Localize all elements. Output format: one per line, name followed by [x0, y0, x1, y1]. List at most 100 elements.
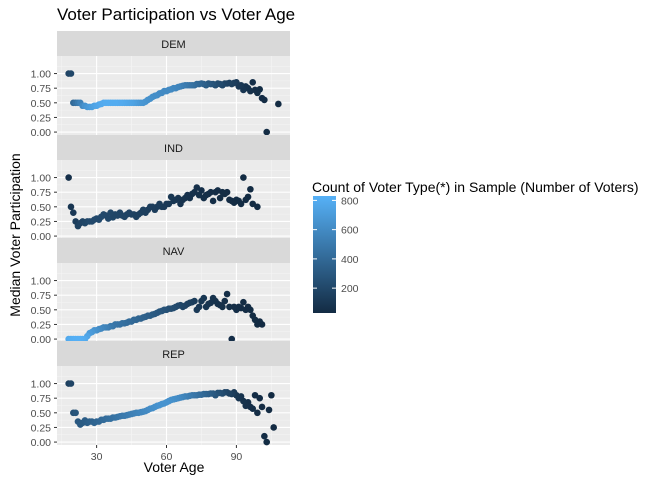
- data-point: [165, 86, 173, 94]
- data-point: [193, 306, 201, 314]
- data-point: [146, 203, 154, 211]
- data-point: [249, 200, 257, 208]
- facet-strip-label: NAV: [163, 246, 185, 258]
- data-point: [226, 196, 233, 204]
- data-point: [240, 174, 247, 181]
- data-point: [270, 424, 277, 431]
- data-point: [167, 193, 175, 201]
- x-tick-label: 30: [91, 451, 103, 463]
- x-axis-title: Voter Age: [144, 459, 205, 475]
- data-point: [258, 94, 266, 102]
- facet-panel-rep: REP 0.00 0.25 0.50 0.75 1.00: [31, 341, 290, 449]
- data-point: [249, 79, 257, 86]
- data-point: [251, 391, 259, 399]
- y-tick-label: 0.25: [31, 422, 52, 434]
- facet-panel-nav: NAV 0.00 0.25 0.50 0.75 1.00: [31, 238, 290, 346]
- y-tick-label: 0.75: [31, 187, 52, 199]
- data-point: [67, 380, 75, 387]
- facet-strip: [57, 31, 290, 56]
- y-tick-label: 0.75: [31, 290, 52, 302]
- y-axis-title: Median Voter Participation: [7, 153, 23, 316]
- legend-colorbar: [313, 196, 336, 313]
- y-tick-label: 0.00: [31, 334, 52, 346]
- data-point: [228, 335, 236, 343]
- y-tick-label: 0.25: [31, 112, 52, 124]
- legend-tick-label: 400: [341, 254, 359, 266]
- chart-title: Voter Participation vs Voter Age: [57, 5, 295, 24]
- legend-title: Count of Voter Type(*) in Sample (Number…: [312, 179, 639, 195]
- data-point: [237, 200, 245, 208]
- x-tick-label: 90: [231, 451, 243, 463]
- facet-panels: DEM 0.00 0.25 0.50 0.75 1.00 IND 0.00 0.25 0.50 0.…: [31, 31, 290, 449]
- facet-strip: [57, 341, 290, 366]
- data-point: [265, 406, 273, 414]
- facet-strip-label: REP: [162, 349, 185, 361]
- y-tick-label: 1.00: [31, 69, 52, 81]
- data-point: [97, 213, 105, 221]
- y-tick-label: 0.50: [31, 305, 52, 317]
- y-tick-label: 0.50: [31, 408, 52, 420]
- y-tick-label: 0.75: [31, 393, 52, 405]
- y-tick-label: 0.00: [31, 127, 52, 139]
- data-point: [74, 335, 82, 343]
- y-tick-label: 0.75: [31, 83, 52, 95]
- data-point: [202, 303, 210, 311]
- data-point: [216, 194, 224, 202]
- data-point: [153, 203, 161, 211]
- legend-tick-label: 200: [341, 283, 359, 295]
- y-tick-label: 0.25: [31, 319, 52, 331]
- data-point: [254, 409, 261, 417]
- y-tick-label: 1.00: [31, 276, 52, 288]
- data-point: [72, 409, 79, 417]
- data-point: [70, 209, 77, 216]
- legend-tick-label: 800: [341, 195, 359, 207]
- data-point: [226, 303, 233, 311]
- y-tick-label: 1.00: [31, 173, 52, 185]
- data-point: [263, 438, 271, 446]
- data-point: [230, 303, 238, 311]
- data-point: [275, 100, 282, 108]
- data-point: [163, 398, 170, 406]
- data-point: [125, 209, 133, 216]
- color-legend: Count of Voter Type(*) in Sample (Number…: [312, 179, 639, 313]
- facet-strip-label: IND: [164, 143, 183, 155]
- data-point: [116, 99, 124, 107]
- facet-panel-ind: IND 0.00 0.25 0.50 0.75 1.00: [31, 135, 290, 243]
- x-axis: 30 60 90: [91, 445, 243, 463]
- y-tick-label: 0.00: [31, 437, 52, 449]
- x-tick-label: 60: [161, 451, 173, 463]
- data-point: [242, 196, 250, 204]
- data-point: [223, 290, 231, 298]
- y-tick-label: 1.00: [31, 379, 52, 391]
- data-point: [263, 128, 271, 136]
- data-point: [118, 212, 126, 219]
- data-point: [258, 403, 266, 411]
- data-point: [104, 215, 112, 222]
- data-point: [177, 200, 184, 208]
- data-point: [65, 174, 72, 181]
- data-point: [198, 297, 205, 305]
- data-point: [139, 206, 147, 214]
- y-tick-label: 0.50: [31, 98, 52, 110]
- legend-tick-label: 600: [341, 225, 359, 237]
- facet-strip: [57, 238, 290, 263]
- facet-panel-dem: DEM 0.00 0.25 0.50 0.75 1.00: [31, 31, 290, 139]
- data-point: [67, 203, 75, 211]
- data-point: [247, 185, 254, 193]
- data-point: [221, 297, 229, 305]
- data-point: [111, 99, 119, 107]
- data-point: [268, 391, 275, 399]
- data-point: [240, 298, 247, 306]
- facet-strip: [57, 135, 290, 160]
- data-point: [249, 312, 257, 319]
- y-tick-label: 0.25: [31, 216, 52, 228]
- data-point: [261, 432, 268, 440]
- data-point: [67, 70, 75, 77]
- data-point: [209, 197, 217, 205]
- data-point: [212, 188, 219, 196]
- y-tick-label: 0.50: [31, 202, 52, 214]
- y-tick-label: 0.00: [31, 231, 52, 243]
- legend-ticks: 200 400 600 800: [313, 195, 359, 295]
- facet-strip-label: DEM: [161, 39, 185, 51]
